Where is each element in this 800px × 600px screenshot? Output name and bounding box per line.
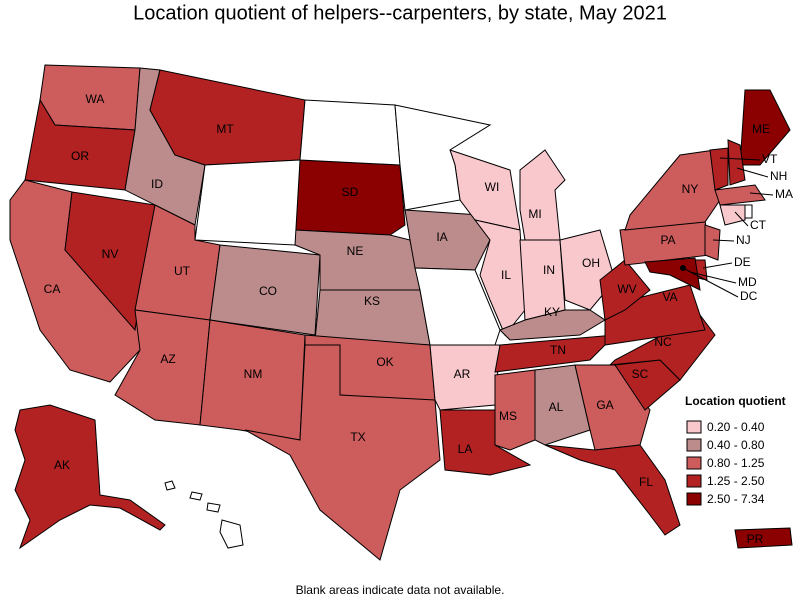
state-label: WI [485, 180, 500, 194]
leader-line [719, 157, 761, 161]
legend-label: 0.40 - 0.80 [707, 438, 765, 452]
state [599, 259, 651, 321]
state [719, 204, 746, 226]
state-label: DE [734, 255, 751, 269]
state-label: AL [549, 400, 564, 414]
state-label: UT [174, 264, 191, 278]
state-label: WA [86, 92, 105, 106]
state-label: PA [660, 233, 675, 247]
leader-line [736, 167, 769, 178]
state-label: ME [752, 122, 770, 136]
state [64, 191, 156, 332]
state-label: NV [102, 247, 119, 261]
state [624, 149, 721, 231]
state [704, 224, 721, 261]
state-label: PR [747, 532, 764, 546]
state-blank [299, 99, 401, 166]
leader-line [702, 262, 733, 269]
state [499, 309, 606, 341]
state-label: MS [499, 409, 517, 423]
map-title: Location quotient of helpers--carpenters… [133, 2, 667, 24]
state [727, 139, 746, 186]
state-label: NE [347, 244, 364, 258]
state-label: CO [259, 284, 277, 298]
state-label: SD [342, 185, 359, 199]
state-label: KS [364, 294, 380, 308]
state-label: AZ [160, 352, 175, 366]
legend-swatch [686, 420, 702, 434]
legend-title: Location quotient [685, 394, 786, 408]
state-blank [744, 204, 753, 219]
state-blank [194, 159, 301, 246]
state-label: MA [775, 187, 793, 201]
state-label: MI [528, 207, 541, 221]
state-label: CA [44, 282, 61, 296]
state-label: NY [682, 182, 699, 196]
state [714, 184, 766, 206]
state-label: TX [350, 430, 365, 444]
state [244, 344, 441, 561]
state-label: TN [550, 343, 566, 357]
state [149, 69, 306, 166]
legend-swatch [686, 474, 702, 488]
state [544, 444, 681, 536]
state-label: IN [543, 263, 555, 277]
state-label: ID [151, 177, 163, 191]
state-label: LA [458, 442, 473, 456]
footnote: Blank areas indicate data not available. [296, 583, 505, 597]
state-label: OH [582, 256, 600, 270]
state-label: VA [662, 290, 677, 304]
leader-line [734, 211, 749, 227]
leader-line [712, 239, 735, 242]
state-label: GA [596, 398, 613, 412]
state-label: IL [501, 268, 511, 282]
state-label: NH [770, 169, 787, 183]
state-label: MD [738, 275, 757, 289]
leader-line [749, 192, 774, 196]
state [494, 369, 536, 451]
leader-line [689, 271, 737, 284]
state-label: DC [740, 289, 758, 303]
state-label: CT [750, 218, 767, 232]
states [9, 64, 793, 561]
state-label: NC [654, 335, 672, 349]
state-label: SC [632, 367, 649, 381]
state-label: FL [639, 475, 653, 489]
state-label: MT [216, 122, 234, 136]
state [734, 527, 793, 549]
legend-swatch [686, 492, 702, 506]
state-label: OR [71, 149, 89, 163]
state-label: NM [244, 367, 263, 381]
state-label: IA [436, 230, 447, 244]
state-label: KY [544, 305, 560, 319]
state [14, 404, 166, 550]
state-label: VT [762, 152, 778, 166]
leader-line [682, 267, 739, 298]
state-blank [414, 267, 501, 346]
state-label: WV [617, 282, 636, 296]
state-label: OK [376, 355, 393, 369]
state-label: AK [54, 458, 70, 472]
hawaii [164, 480, 244, 549]
legend-label: 0.20 - 0.40 [707, 420, 765, 434]
legend-label: 2.50 - 7.34 [707, 492, 765, 506]
state [534, 364, 591, 446]
legend-label: 0.80 - 1.25 [707, 456, 765, 470]
legend-swatch [686, 456, 702, 470]
state-label: AR [454, 367, 471, 381]
legend-swatch [686, 438, 702, 452]
state [644, 257, 701, 291]
legend-label: 1.25 - 2.50 [707, 474, 765, 488]
state-blank [394, 104, 492, 211]
state-label: NJ [736, 233, 751, 247]
state [494, 334, 617, 373]
state [519, 149, 566, 241]
